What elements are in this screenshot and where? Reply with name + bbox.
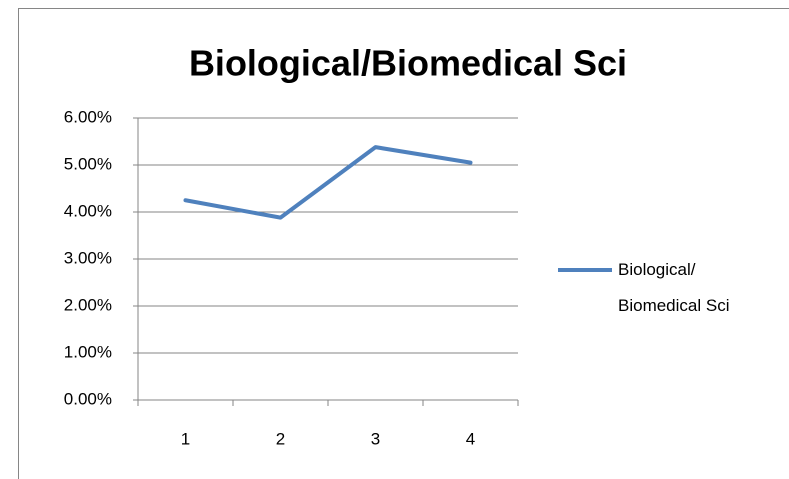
chart-title: Biological/Biomedical Sci [189, 43, 627, 84]
chart-border [18, 8, 789, 479]
y-tick-label: 3.00% [64, 248, 112, 267]
y-tick-label: 0.00% [64, 389, 112, 408]
legend-label: Biological/Biomedical Sci [618, 260, 730, 315]
x-tick-label: 1 [181, 429, 190, 448]
x-tick-label: 2 [276, 429, 285, 448]
y-tick-label: 2.00% [64, 295, 112, 314]
x-tick-label: 4 [466, 429, 475, 448]
y-tick-label: 4.00% [64, 201, 112, 220]
y-tick-label: 6.00% [64, 107, 112, 126]
y-tick-label: 1.00% [64, 342, 112, 361]
y-tick-label: 5.00% [64, 154, 112, 173]
data-line [183, 145, 473, 220]
x-tick-label: 3 [371, 429, 380, 448]
